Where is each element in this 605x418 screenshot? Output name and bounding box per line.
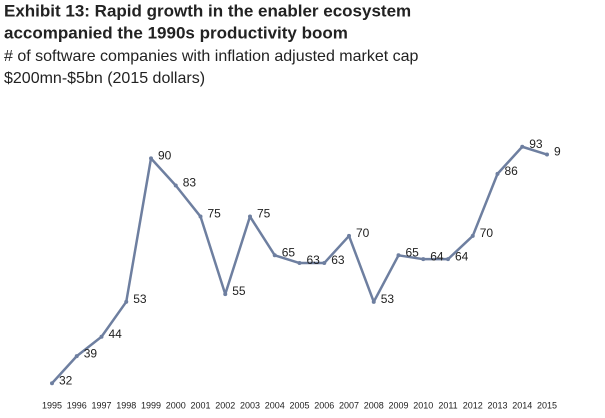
data-point	[198, 214, 203, 219]
data-point	[297, 261, 302, 266]
data-point	[99, 334, 104, 339]
data-point	[74, 354, 79, 359]
x-tick-label: 2000	[166, 400, 186, 410]
x-tick-label: 2005	[289, 400, 309, 410]
value-label: 39	[84, 346, 98, 360]
value-label: 70	[356, 226, 370, 240]
value-label: 63	[307, 253, 321, 267]
chart-title: accompanied the 1990s productivity boom	[4, 23, 348, 42]
x-tick-label: 2012	[463, 400, 483, 410]
value-label: 55	[232, 284, 246, 298]
value-label: 53	[381, 292, 395, 306]
value-label: 75	[257, 207, 271, 221]
x-tick-label: 2003	[240, 400, 260, 410]
value-label: 83	[183, 176, 197, 190]
value-label: 44	[109, 327, 123, 341]
data-point	[50, 381, 54, 386]
x-tick-label: 2013	[487, 400, 507, 410]
value-label: 65	[282, 245, 296, 259]
value-label: 53	[133, 292, 147, 306]
chart-subtitle: # of software companies with inflation a…	[4, 48, 419, 65]
data-point	[545, 152, 549, 157]
chart-title: Exhibit 13: Rapid growth in the enabler …	[4, 1, 411, 20]
x-tick-label: 2004	[265, 400, 285, 410]
data-point	[124, 299, 129, 304]
value-label: 93	[529, 137, 543, 151]
data-point	[470, 233, 475, 238]
data-point	[248, 214, 252, 219]
x-tick-label: 2007	[339, 400, 359, 410]
x-tick-label: 2001	[190, 400, 210, 410]
data-point	[322, 261, 327, 266]
x-tick-label: 2015	[537, 400, 557, 410]
value-label: 75	[208, 207, 222, 221]
x-tick-label: 2002	[215, 400, 235, 410]
x-tick-label: 2014	[512, 400, 532, 410]
data-point	[371, 299, 376, 304]
data-point	[272, 253, 277, 258]
x-tick-label: 1996	[67, 400, 87, 410]
data-point	[495, 171, 500, 176]
data-point	[421, 257, 426, 262]
value-label: 9	[554, 145, 561, 159]
data-point	[446, 257, 450, 262]
chart-subtitle: $200mn-$5bn (2015 dollars)	[4, 70, 205, 87]
value-label: 32	[59, 373, 73, 387]
x-tick-label: 1999	[141, 400, 161, 410]
x-tick-label: 2010	[413, 400, 433, 410]
value-label: 64	[455, 249, 469, 263]
value-label: 70	[480, 226, 494, 240]
x-tick-label: 1995	[42, 400, 62, 410]
x-tick-label: 1997	[91, 400, 111, 410]
data-point	[149, 156, 153, 161]
x-tick-label: 2009	[388, 400, 408, 410]
data-point	[347, 233, 351, 238]
data-point	[520, 144, 525, 149]
value-label: 86	[505, 164, 519, 178]
x-tick-label: 2006	[314, 400, 334, 410]
x-tick-label: 1998	[116, 400, 136, 410]
value-label: 63	[331, 253, 345, 267]
data-point	[223, 292, 228, 297]
value-label: 64	[430, 249, 444, 263]
data-point	[396, 253, 401, 258]
x-tick-label: 2008	[364, 400, 384, 410]
x-tick-label: 2011	[438, 400, 457, 410]
data-point	[173, 183, 178, 188]
value-label: 65	[406, 245, 420, 259]
value-label: 90	[158, 149, 172, 163]
